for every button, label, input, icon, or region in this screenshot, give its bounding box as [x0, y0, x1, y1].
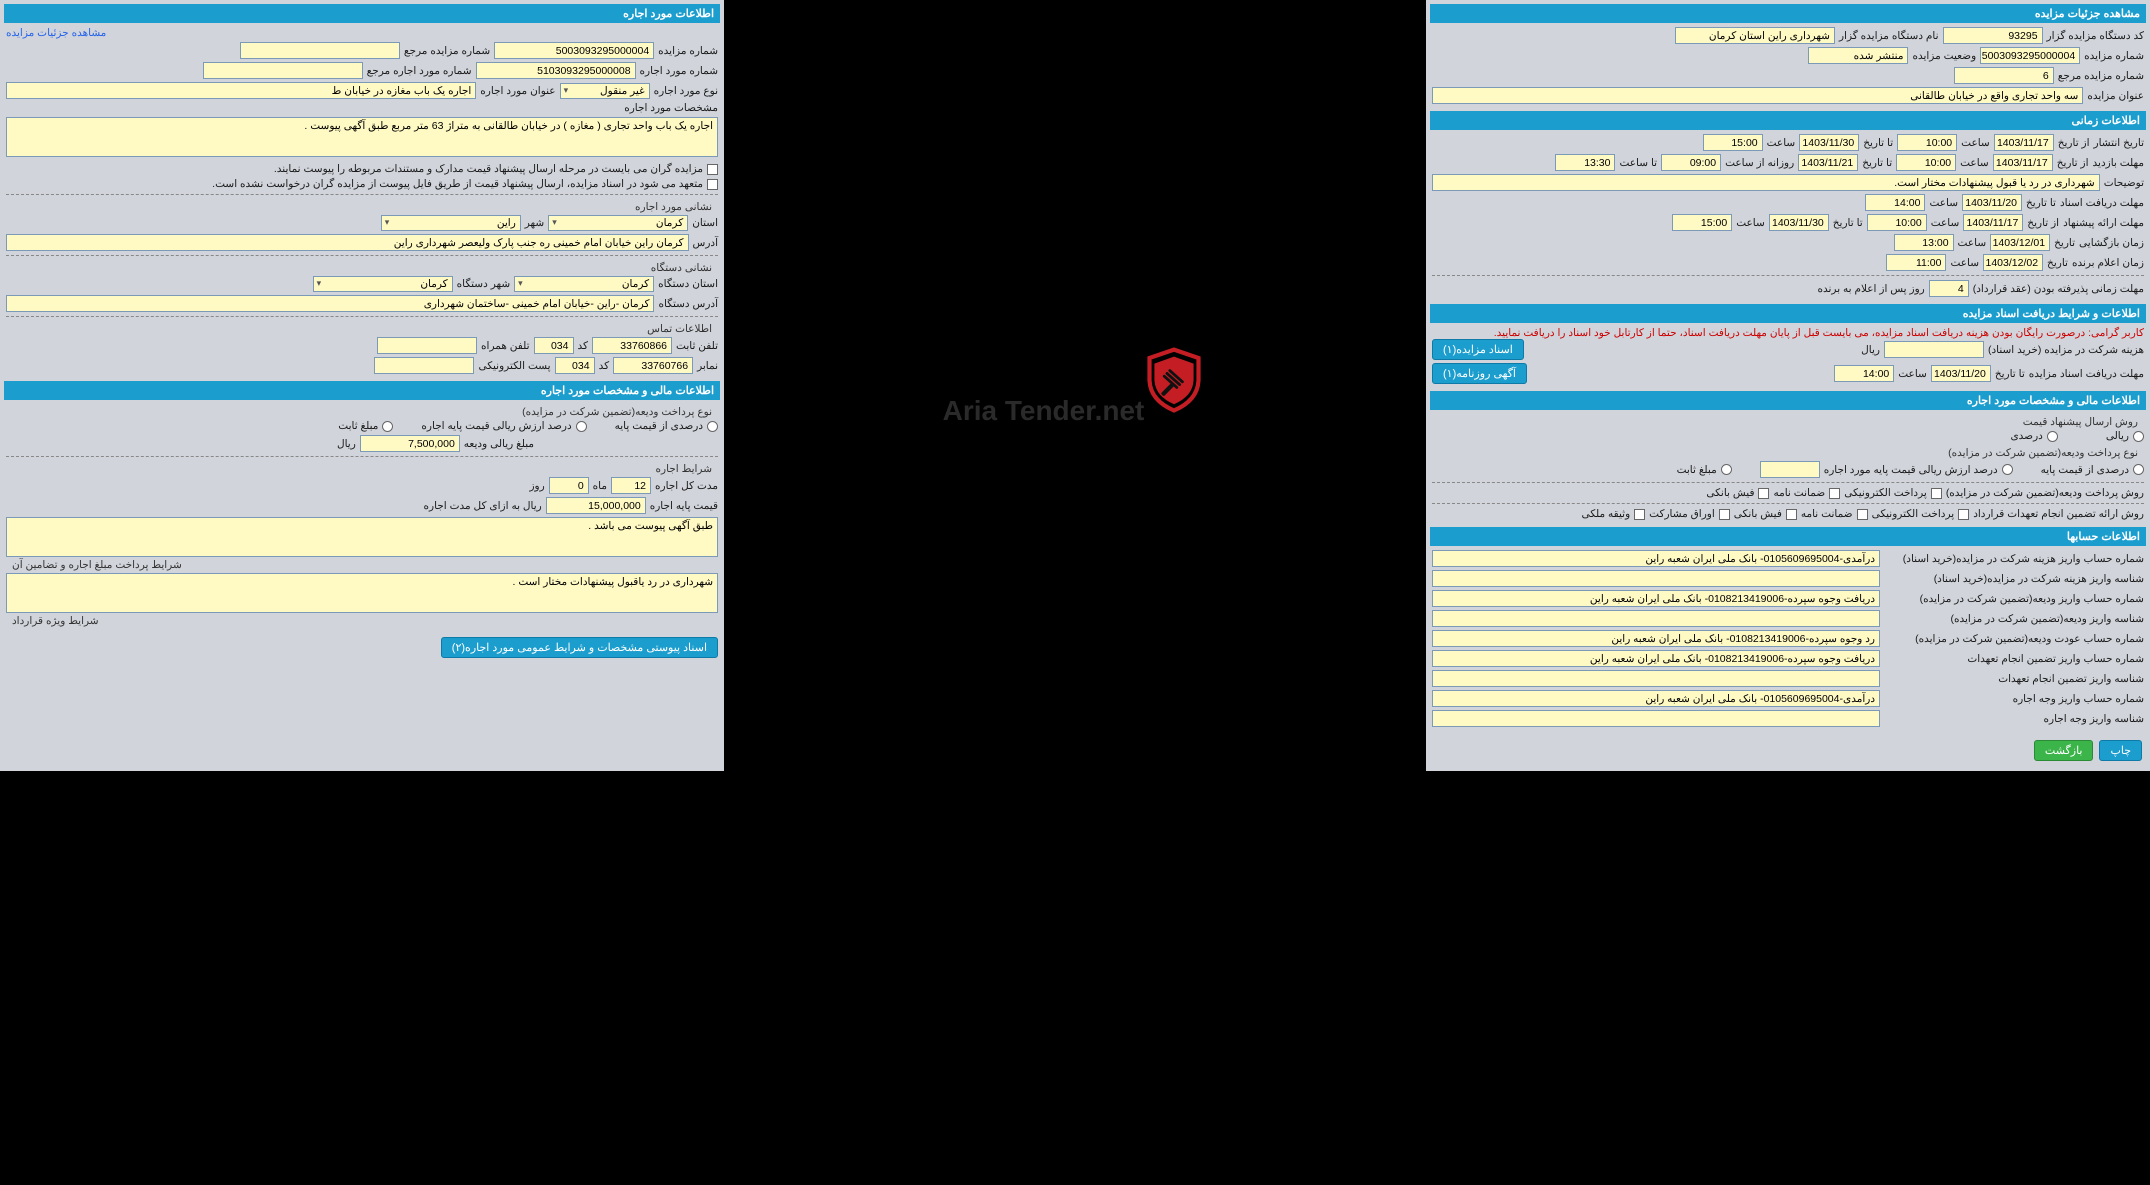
city-select[interactable]: راین	[381, 215, 521, 231]
account-label: شماره حساب عودت ودیعه(تضمین شرکت در مزای…	[1884, 633, 2144, 645]
g-chk-bank[interactable]	[1786, 509, 1797, 520]
lease-type-select[interactable]: غیر منقول	[560, 83, 650, 99]
g-chk-prop[interactable]	[1634, 509, 1645, 520]
province-select[interactable]: کرمان	[548, 215, 688, 231]
account-value: درآمدی-0105609695004- بانک ملی ایران شعب…	[1432, 690, 1880, 707]
g-chk-guarantee[interactable]	[1857, 509, 1868, 520]
account-row: شناسه واریز وجه اجاره	[1432, 710, 2144, 727]
lbl-status: وضعیت مزایده	[1912, 50, 1976, 62]
docs-button[interactable]: اسناد مزایده(۱)	[1432, 339, 1524, 360]
account-label: شناسه واریز وجه اجاره	[1884, 713, 2144, 725]
account-label: شماره حساب واریز ودیعه(تضمین شرکت در مزا…	[1884, 593, 2144, 605]
chk-elec[interactable]	[1931, 488, 1942, 499]
radio-percent[interactable]	[2047, 431, 2058, 442]
account-label: شناسه واریز ودیعه(تضمین شرکت در مزایده)	[1884, 613, 2144, 625]
account-label: شناسه واریز هزینه شرکت در مزایده(خرید اس…	[1884, 573, 2144, 585]
terms-box-2: شهرداری در رد یاقبول پیشنهادات مختار است…	[6, 573, 718, 613]
warning-text: کاربر گرامی: درصورت رایگان بودن هزینه در…	[1432, 327, 2144, 339]
chk-note2[interactable]	[707, 179, 718, 190]
account-row: شناسه واریز ودیعه(تضمین شرکت در مزایده)	[1432, 610, 2144, 627]
header-left-financial: اطلاعات مالی و مشخصات مورد اجاره	[4, 381, 720, 400]
lbl-ref-no: شماره مزایده مرجع	[2058, 70, 2144, 82]
fld-ref-no: 6	[1954, 67, 2054, 84]
account-row: شماره حساب واریز تضمین انجام تعهدات دریاف…	[1432, 650, 2144, 667]
lbl-title: عنوان مزایده	[2087, 90, 2144, 102]
row-offer: مهلت ارائه پیشنهاد از تاریخ1403/11/17 سا…	[1432, 214, 2144, 231]
header-auction-details: مشاهده جزئیات مزایده	[1430, 4, 2146, 23]
account-value: دریافت وجوه سپرده-0108213419006- بانک مل…	[1432, 650, 1880, 667]
radio-fixed[interactable]	[1721, 464, 1732, 475]
row-publish: تاریخ انتشار از تاریخ1403/11/17 ساعت10:0…	[1432, 134, 2144, 151]
account-value: دریافت وجوه سپرده-0108213419006- بانک مل…	[1432, 590, 1880, 607]
l-radio-valbase[interactable]	[576, 421, 587, 432]
lbl-auction-no: شماره مزایده	[2084, 50, 2144, 62]
view-details-link[interactable]: مشاهده جزئیات مزایده	[6, 27, 106, 39]
account-value	[1432, 670, 1880, 687]
sub-contact: اطلاعات تماس	[6, 321, 718, 337]
account-label: شماره حساب واریز وجه اجاره	[1884, 693, 2144, 705]
account-row: شماره حساب واریز وجه اجاره درآمدی-0105609…	[1432, 690, 2144, 707]
fld-status: منتشر شده	[1808, 47, 1908, 64]
sub-lease-terms: شرایط اجاره	[6, 461, 718, 477]
terms-box-1: طبق آگهی پیوست می باشد .	[6, 517, 718, 557]
chk-note1[interactable]	[707, 164, 718, 175]
account-value	[1432, 610, 1880, 627]
print-button[interactable]: چاپ	[2099, 740, 2142, 761]
lbl-org-name: نام دستگاه مزایده گزار	[1839, 30, 1939, 42]
radio-pctbase[interactable]	[2133, 464, 2144, 475]
account-value: درآمدی-0105609695004- بانک ملی ایران شعب…	[1432, 550, 1880, 567]
fld-auction-no: 5003093295000004	[1980, 47, 2080, 64]
account-row: شماره حساب واریز ودیعه(تضمین شرکت در مزا…	[1432, 590, 2144, 607]
attached-docs-button[interactable]: اسناد پیوستی مشخصات و شرایط عمومی مورد ا…	[441, 637, 718, 658]
header-accounts: اطلاعات حسابها	[1430, 527, 2146, 546]
account-label: شماره حساب واریز هزینه شرکت در مزایده(خر…	[1884, 553, 2144, 565]
g-chk-elec[interactable]	[1958, 509, 1969, 520]
account-row: شناسه واریز هزینه شرکت در مزایده(خرید اس…	[1432, 570, 2144, 587]
auction-details-panel: مشاهده جزئیات مزایده کد دستگاه مزایده گز…	[1426, 0, 2150, 771]
lease-info-panel: اطلاعات مورد اجاره مشاهده جزئیات مزایده …	[0, 0, 724, 771]
back-button[interactable]: بازگشت	[2034, 740, 2094, 761]
header-timing: اطلاعات زمانی	[1430, 111, 2146, 130]
account-row: شماره حساب عودت ودیعه(تضمین شرکت در مزای…	[1432, 630, 2144, 647]
org-province-select[interactable]: کرمان	[514, 276, 654, 292]
header-financial: اطلاعات مالی و مشخصات مورد اجاره	[1430, 391, 2146, 410]
header-doc-conditions: اطلاعات و شرایط دریافت اسناد مزایده	[1430, 304, 2146, 323]
org-city-select[interactable]: کرمان	[313, 276, 453, 292]
account-label: شماره حساب واریز تضمین انجام تعهدات	[1884, 653, 2144, 665]
l-radio-pctbase[interactable]	[707, 421, 718, 432]
l-radio-fixed[interactable]	[382, 421, 393, 432]
account-value	[1432, 710, 1880, 727]
account-row: شماره حساب واریز هزینه شرکت در مزایده(خر…	[1432, 550, 2144, 567]
account-value	[1432, 570, 1880, 587]
lbl-submit-method: روش ارسال پیشنهاد قیمت	[1432, 414, 2144, 430]
shield-icon	[1139, 344, 1209, 414]
row-docs-deadline: مهلت دریافت اسناد تا تاریخ1403/11/20 ساع…	[1432, 194, 2144, 211]
fld-title: سه واحد تجاری واقع در خیابان طالقانی	[1432, 87, 2083, 104]
site-logo: Aria Tender.net	[943, 344, 1210, 427]
sub-lease-address: نشانی مورد اجاره	[6, 199, 718, 215]
g-chk-bonds[interactable]	[1719, 509, 1730, 520]
fld-org-name: شهرداری راین استان کرمان	[1675, 27, 1835, 44]
account-value: رد وجوه سپرده-0108213419006- بانک ملی ای…	[1432, 630, 1880, 647]
accounts-list: شماره حساب واریز هزینه شرکت در مزایده(خر…	[1430, 546, 2146, 734]
chk-bank[interactable]	[1758, 488, 1769, 499]
radio-valbase[interactable]	[2002, 464, 2013, 475]
lbl-org-code: کد دستگاه مزایده گزار	[2047, 30, 2144, 42]
lbl-deposit-type: نوع پرداخت ودیعه(تضمین شرکت در مزایده)	[1432, 445, 2144, 461]
row-visit: مهلت بازدید از تاریخ1403/11/17 ساعت10:00…	[1432, 154, 2144, 171]
lease-desc: اجاره یک باب واحد تجاری ( مغازه ) در خیا…	[6, 117, 718, 157]
account-row: شناسه واریز تضمین انجام تعهدات	[1432, 670, 2144, 687]
radio-rial[interactable]	[2133, 431, 2144, 442]
chk-guarantee[interactable]	[1829, 488, 1840, 499]
fld-org-code: 93295	[1943, 27, 2043, 44]
header-lease-info: اطلاعات مورد اجاره	[4, 4, 720, 23]
account-label: شناسه واریز تضمین انجام تعهدات	[1884, 673, 2144, 685]
sub-org-address: نشانی دستگاه	[6, 260, 718, 276]
newspaper-button[interactable]: آگهی روزنامه(۱)	[1432, 363, 1527, 384]
logo-text: Aria Tender.net	[943, 395, 1145, 427]
